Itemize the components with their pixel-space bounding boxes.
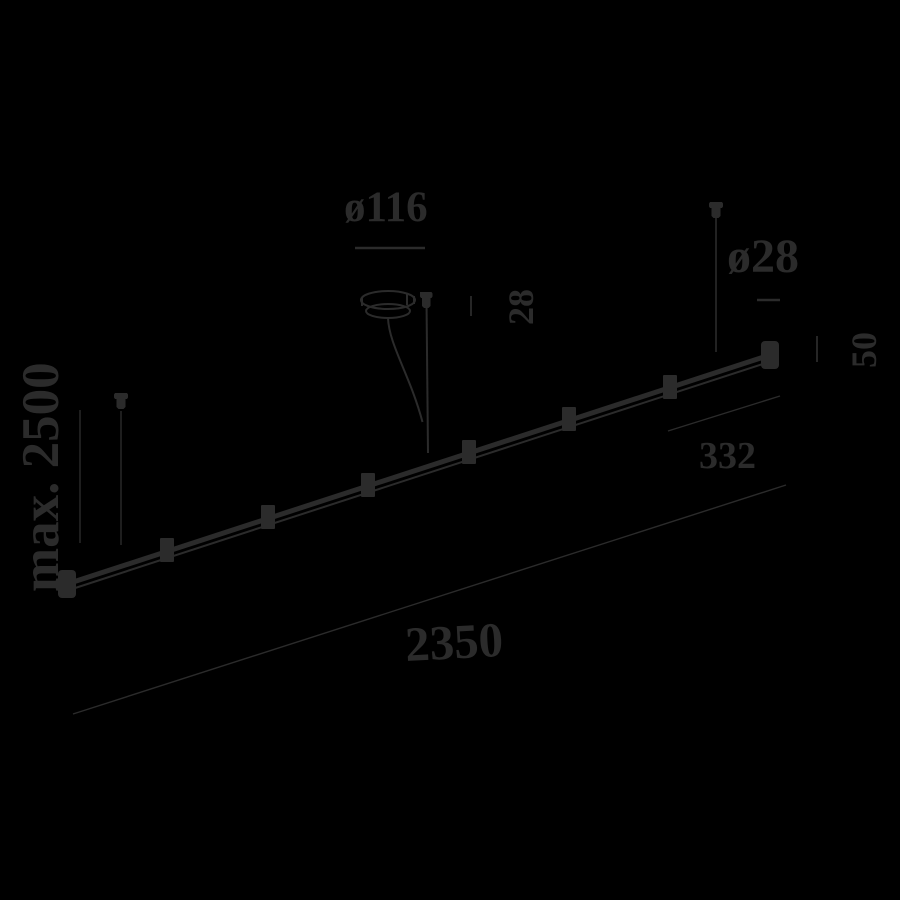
svg-text:50: 50 <box>844 332 884 368</box>
svg-text:max. 2500: max. 2500 <box>12 362 70 592</box>
svg-text:2350: 2350 <box>404 612 505 672</box>
svg-text:ø116: ø116 <box>344 184 428 231</box>
svg-text:28: 28 <box>501 289 541 325</box>
svg-text:ø28: ø28 <box>727 230 799 283</box>
svg-text:332: 332 <box>699 435 756 477</box>
